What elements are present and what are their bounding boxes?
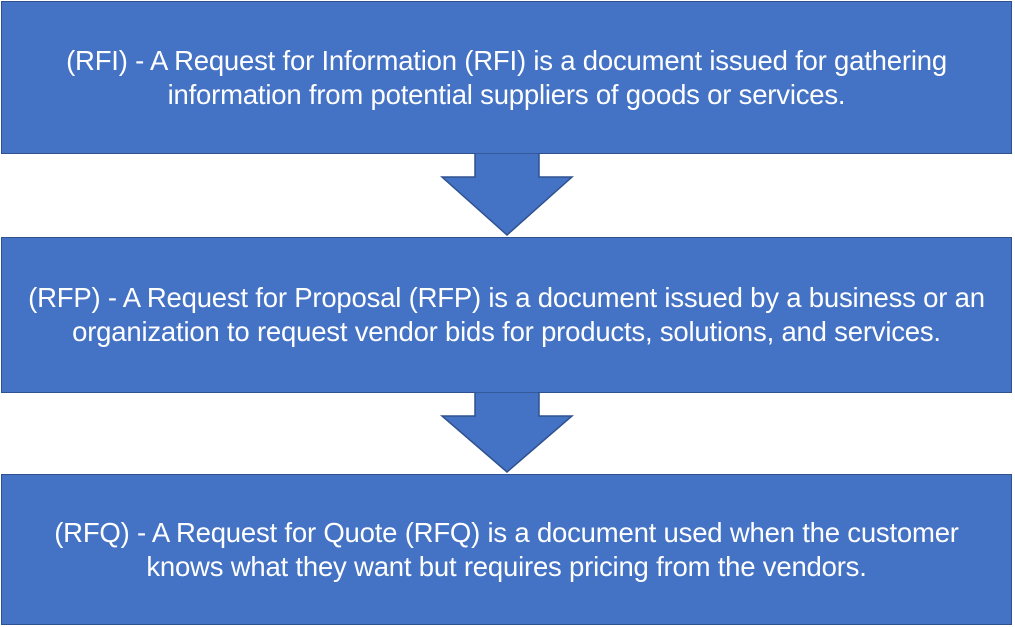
rfp-step-text: (RFP) - A Request for Proposal (RFP) is … (28, 282, 985, 347)
rfi-step-text: (RFI) - A Request for Information (RFI) … (66, 44, 947, 110)
rfq-step-box: (RFQ) - A Request for Quote (RFQ) is a d… (1, 474, 1012, 625)
rfi-step-box: (RFI) - A Request for Information (RFI) … (1, 1, 1012, 154)
rfq-step-text: (RFQ) - A Request for Quote (RFQ) is a d… (54, 516, 959, 582)
down-arrow-icon (440, 153, 574, 237)
rfp-step-box: (RFP) - A Request for Proposal (RFP) is … (1, 237, 1012, 393)
down-arrow-icon (440, 392, 574, 473)
